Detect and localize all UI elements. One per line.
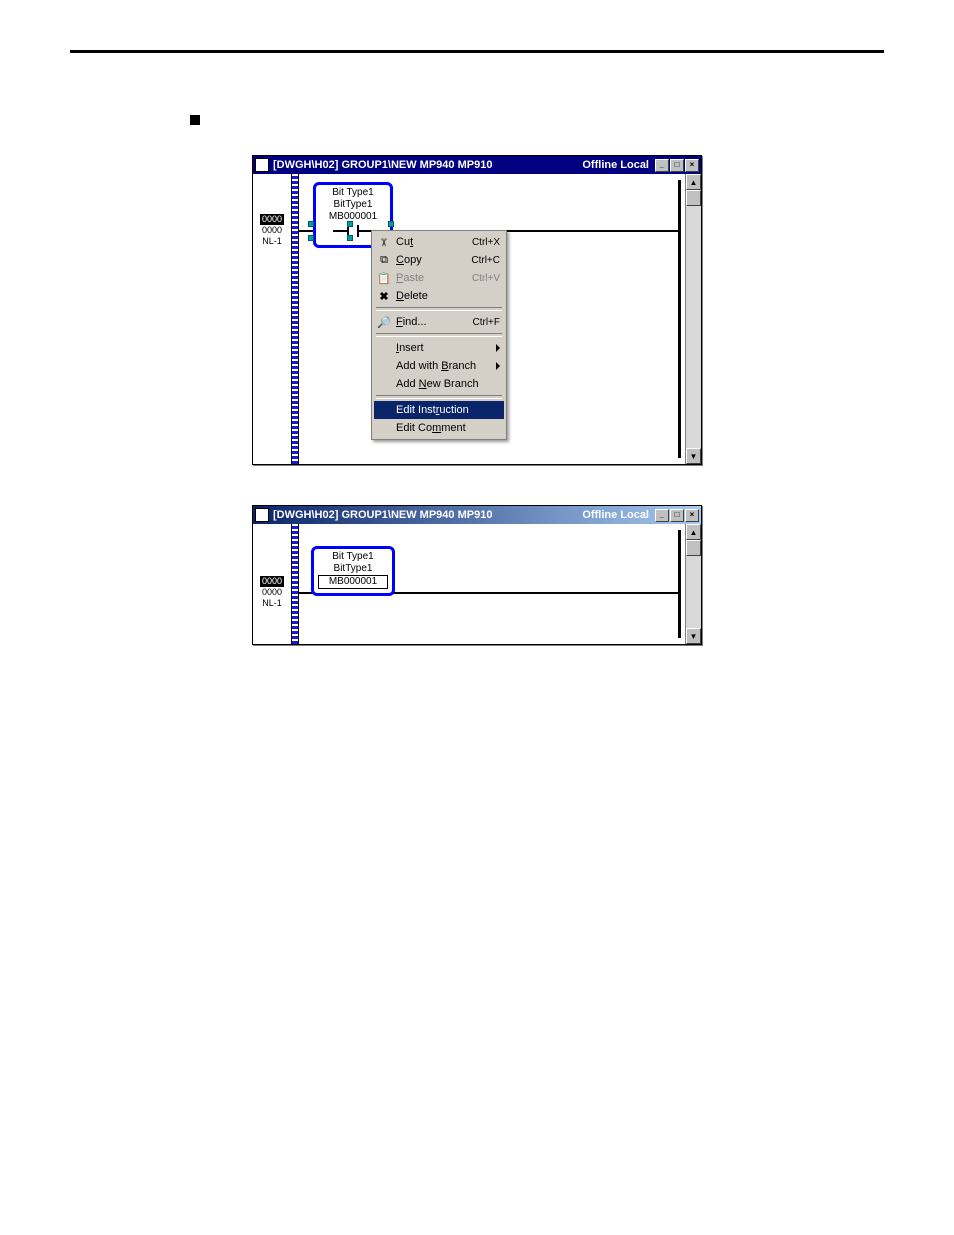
menu-label: Paste [396,272,472,284]
scroll-up-icon[interactable]: ▲ [686,174,701,190]
scroll-thumb[interactable] [686,540,701,556]
submenu-arrow-icon [496,344,500,352]
copy-icon: ⧉ [376,252,392,268]
menu-item[interactable]: Insert [374,339,504,357]
menu-label: Delete [396,290,500,302]
system-icon[interactable] [255,158,269,172]
menu-label: Cut [396,236,472,248]
scroll-down-icon[interactable]: ▼ [686,628,701,644]
cut-icon: ✂ [376,234,392,250]
menu-item[interactable]: ✖ Delete [374,287,504,305]
menu-accelerator: Ctrl+C [471,255,500,266]
window-title: [DWGH\H02] GROUP1\NEW MP940 MP910 [273,509,574,521]
menu-item[interactable]: 🔎 Find...Ctrl+F [374,313,504,331]
wire [393,592,678,594]
page: [DWGH\H02] GROUP1\NEW MP940 MP910 Offlin… [0,0,954,735]
menu-icon-blank [376,402,392,418]
rung-line3: NL-1 [262,598,282,608]
delete-icon: ✖ [376,288,392,304]
scroll-up-icon[interactable]: ▲ [686,524,701,540]
menu-label: Edit Instruction [396,404,500,416]
paste-icon: 📋 [376,270,392,286]
menu-item[interactable]: Add New Branch [374,375,504,393]
menu-label: Find... [396,316,473,328]
vertical-scrollbar[interactable]: ▲ ▼ [685,174,701,464]
menu-item[interactable]: ⧉ CopyCtrl+C [374,251,504,269]
scroll-track[interactable] [686,206,701,448]
menu-item: 📋 PasteCtrl+V [374,269,504,287]
rung-number: 0000 0000 NL-1 [253,576,291,609]
ladder-canvas[interactable]: 0000 0000 NL-1 Bit Type1 BitType1 MB0000… [253,524,685,644]
menu-item[interactable]: ✂ CutCtrl+X [374,233,504,251]
menu-item[interactable]: Edit Comment [374,419,504,437]
rung-line2: 0000 [262,587,282,597]
context-menu: ✂ CutCtrl+X ⧉ CopyCtrl+C 📋 PasteCtrl+V ✖ Delete… [371,230,507,440]
rung-line2: 0000 [262,225,282,235]
contact-label-1: Bit Type1 [320,187,386,199]
contact-instruction-edit[interactable]: Bit Type1 BitType1 MB000001 [311,546,395,596]
menu-icon-blank [376,376,392,392]
scroll-thumb[interactable] [686,190,701,206]
titlebar[interactable]: [DWGH\H02] GROUP1\NEW MP940 MP910 Offlin… [253,156,701,174]
rung-line3: NL-1 [262,236,282,246]
ladder-window-1: [DWGH\H02] GROUP1\NEW MP940 MP910 Offlin… [252,155,702,465]
system-icon[interactable] [255,508,269,522]
left-rail [291,174,299,464]
right-rail [678,530,681,638]
rung-tag: 0000 [260,576,284,587]
window-status: Offline Local [582,509,649,521]
menu-label: Add New Branch [396,378,500,390]
maximize-button[interactable]: □ [670,509,684,522]
client-area: 0000 0000 NL-1 Bit Type1 BitType1 MB0000… [253,524,701,644]
close-button[interactable]: × [685,159,699,172]
divider [70,50,884,53]
contact-label-1: Bit Type1 [318,551,388,563]
scroll-down-icon[interactable]: ▼ [686,448,701,464]
right-rail [678,180,681,458]
rung-tag: 0000 [260,214,284,225]
menu-accelerator: Ctrl+X [472,237,500,248]
menu-item[interactable]: Add with Branch [374,357,504,375]
menu-label: Insert [396,342,492,354]
titlebar[interactable]: [DWGH\H02] GROUP1\NEW MP940 MP910 Offlin… [253,506,701,524]
contact-label-3: MB000001 [320,211,386,223]
menu-icon-blank [376,420,392,436]
window-title: [DWGH\H02] GROUP1\NEW MP940 MP910 [273,159,574,171]
menu-icon-blank [376,358,392,374]
client-area: 0000 0000 NL-1 Bit Type1 BitType1 MB0000… [253,174,701,464]
ladder-window-2: [DWGH\H02] GROUP1\NEW MP940 MP910 Offlin… [252,505,702,645]
figure-2: [DWGH\H02] GROUP1\NEW MP940 MP910 Offlin… [70,505,884,645]
menu-item[interactable]: Edit Instruction [374,401,504,419]
contact-edit-field[interactable]: MB000001 [318,575,388,589]
menu-accelerator: Ctrl+V [472,273,500,284]
menu-label: Add with Branch [396,360,492,372]
find-icon: 🔎 [376,314,392,330]
bullet-icon [190,115,200,125]
bullet-item [190,113,884,125]
minimize-button[interactable]: _ [655,509,669,522]
menu-icon-blank [376,340,392,356]
vertical-scrollbar[interactable]: ▲ ▼ [685,524,701,644]
contact-label-2: BitType1 [320,199,386,211]
left-rail [291,524,299,644]
window-status: Offline Local [582,159,649,171]
menu-accelerator: Ctrl+F [473,317,501,328]
menu-label: Edit Comment [396,422,500,434]
menu-separator [376,307,502,311]
menu-label: Copy [396,254,471,266]
window-buttons: _ □ × [655,509,699,522]
scroll-track[interactable] [686,556,701,628]
figure-1: [DWGH\H02] GROUP1\NEW MP940 MP910 Offlin… [70,155,884,465]
menu-separator [376,333,502,337]
window-buttons: _ □ × [655,159,699,172]
submenu-arrow-icon [496,362,500,370]
rung-number: 0000 0000 NL-1 [253,214,291,247]
close-button[interactable]: × [685,509,699,522]
maximize-button[interactable]: □ [670,159,684,172]
ladder-canvas[interactable]: 0000 0000 NL-1 Bit Type1 BitType1 MB0000… [253,174,685,464]
menu-separator [376,395,502,399]
contact-label-2: BitType1 [318,563,388,575]
minimize-button[interactable]: _ [655,159,669,172]
